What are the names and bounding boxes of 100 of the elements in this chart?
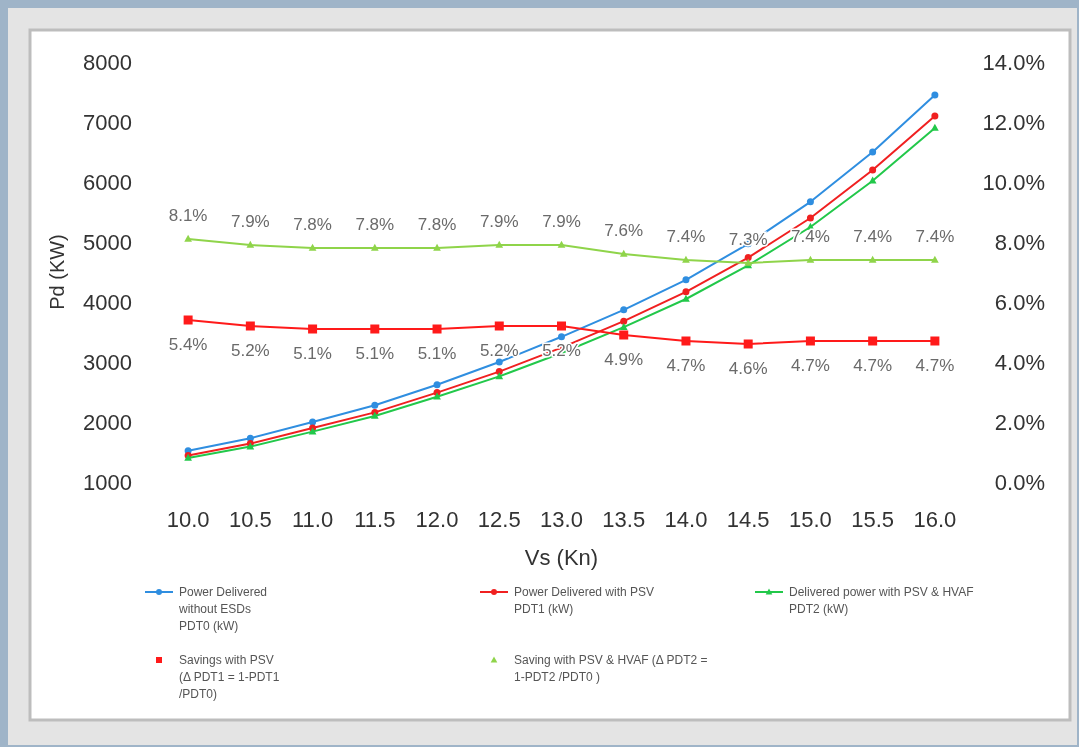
y-tick-label: 7000 xyxy=(83,110,132,135)
point xyxy=(931,255,939,263)
legend-label: Power Delivered without ESDs PDT0 (kW) xyxy=(178,585,268,633)
y-tick-label: 6000 xyxy=(83,170,132,195)
y2-tick-label: 8.0% xyxy=(994,230,1045,255)
y-tick-label: 1000 xyxy=(83,470,132,495)
y2-tick-label: 12.0% xyxy=(982,110,1045,135)
x-tick-label: 14.0 xyxy=(664,507,708,532)
data-label: 4.9% xyxy=(604,350,644,369)
x-tick-label: 16.0 xyxy=(913,507,957,532)
y2-tick-label: 6.0% xyxy=(994,290,1045,315)
data-label: 7.6% xyxy=(604,221,644,240)
y2-tick-label: 2.0% xyxy=(994,410,1045,435)
point xyxy=(495,372,504,380)
point xyxy=(619,323,628,330)
data-label: 4.7% xyxy=(791,356,830,375)
y-axis-title: Pd (KW) xyxy=(46,234,68,310)
y2-tick-label: 4.0% xyxy=(994,350,1045,375)
point xyxy=(930,336,940,346)
point xyxy=(183,315,193,325)
point xyxy=(682,288,690,296)
point xyxy=(308,324,318,334)
point xyxy=(682,294,690,302)
data-label: 5.2% xyxy=(230,341,270,360)
point xyxy=(370,243,379,251)
data-label: 5.2% xyxy=(479,341,519,360)
point xyxy=(370,324,380,334)
point xyxy=(619,330,629,340)
y2-tick-label: 10.0% xyxy=(982,170,1045,195)
y-tick-label: 3000 xyxy=(83,350,132,375)
x-tick-label: 12.5 xyxy=(477,507,521,532)
point xyxy=(805,336,815,346)
data-label: 4.7% xyxy=(915,356,955,375)
point xyxy=(744,254,752,262)
point xyxy=(681,336,691,346)
point xyxy=(558,333,565,341)
data-label: 7.4% xyxy=(791,227,830,246)
data-label: 7.4% xyxy=(853,227,893,246)
point xyxy=(308,243,317,251)
point xyxy=(245,321,255,331)
y2-tick-label: 0.0% xyxy=(994,470,1045,495)
legend-label: Delivered power with PSV & HVAF PDT2 (kW) xyxy=(789,585,974,616)
x-tick-label: 15.5 xyxy=(851,507,895,532)
point xyxy=(432,324,442,334)
data-label: 4.6% xyxy=(728,359,768,378)
point xyxy=(868,255,877,263)
x-tick-label: 13.5 xyxy=(602,507,646,532)
point xyxy=(371,401,379,409)
point xyxy=(495,240,504,248)
point xyxy=(682,276,690,284)
data-label: 5.1% xyxy=(417,344,457,363)
point xyxy=(184,234,192,242)
data-label: 7.4% xyxy=(666,227,706,246)
y-tick-label: 8000 xyxy=(83,50,132,75)
x-tick-label: 15.0 xyxy=(789,507,832,532)
data-label: 7.9% xyxy=(230,212,270,231)
data-label: 7.8% xyxy=(355,215,395,234)
point xyxy=(620,306,628,314)
data-label: 5.4% xyxy=(168,335,208,354)
point xyxy=(931,123,939,131)
point xyxy=(743,339,753,349)
x-axis-title: Vs (Kn) xyxy=(524,545,599,570)
point xyxy=(868,176,877,184)
data-label: 7.8% xyxy=(417,215,457,234)
point xyxy=(433,243,441,251)
data-label: 5.1% xyxy=(293,344,332,363)
point xyxy=(869,148,877,156)
point xyxy=(806,198,814,206)
x-tick-label: 11.5 xyxy=(354,507,396,532)
point xyxy=(619,249,628,257)
point xyxy=(931,112,939,120)
point xyxy=(495,358,503,366)
point xyxy=(557,240,566,248)
y-tick-label: 5000 xyxy=(83,230,132,255)
x-tick-label: 10.0 xyxy=(166,507,210,532)
legend-label: Power Delivered with PSV PDT1 (kW) xyxy=(514,585,655,616)
point xyxy=(620,317,628,325)
point xyxy=(806,214,814,222)
data-label: 7.8% xyxy=(293,215,332,234)
point xyxy=(931,91,939,99)
x-tick-label: 13.0 xyxy=(540,507,583,532)
legend-label: Saving with PSV & HVAF (Δ PDT2 = 1-PDT2 /PDT0 ) xyxy=(514,653,708,684)
data-label: 7.9% xyxy=(479,212,519,231)
point xyxy=(682,255,690,263)
x-tick-label: 14.5 xyxy=(726,507,770,532)
data-label: 5.1% xyxy=(355,344,395,363)
point xyxy=(868,336,878,346)
y2-tick-label: 14.0% xyxy=(982,50,1045,75)
point xyxy=(433,381,441,389)
data-label: 8.1% xyxy=(168,206,208,225)
legend-label: Savings with PSV (Δ PDT1 = 1-PDT1 /PDT0) xyxy=(179,653,280,701)
point xyxy=(309,418,317,426)
x-tick-label: 12.0 xyxy=(415,507,459,532)
x-tick-label: 10.5 xyxy=(228,507,272,532)
x-tick-label: 11.0 xyxy=(291,507,334,532)
point xyxy=(494,321,504,331)
data-label: 4.7% xyxy=(853,356,893,375)
point xyxy=(869,166,877,174)
y-tick-label: 4000 xyxy=(83,290,132,315)
point xyxy=(806,255,815,263)
